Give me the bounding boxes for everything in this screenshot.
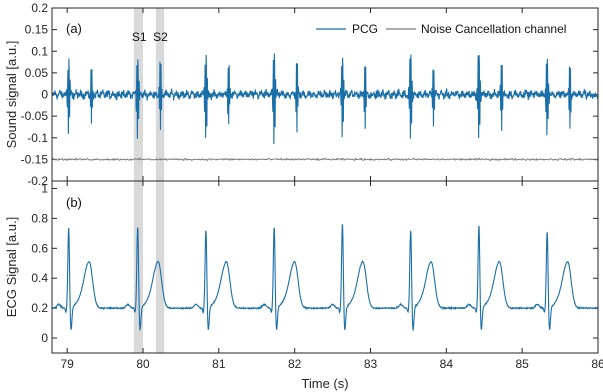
legend-noise-label: Noise Cancellation channel [421,22,566,36]
x-ticks: 79 80 81 82 83 84 85 86 [60,8,603,371]
s2-annotation: S2 [153,30,168,44]
x-axis-title: Time (s) [301,376,348,391]
x-tick-label: 85 [515,357,529,371]
y-tick-label: 0.15 [25,23,49,37]
panel-a: -0.2 -0.15 -0.1 -0.05 0 0.05 0.1 0.15 0.2 (a) S1… [4,1,599,188]
y-tick-label: 0.2 [31,301,48,315]
x-tick-label: 81 [212,357,226,371]
pcg-line [51,53,599,145]
y-tick-label: 0.05 [25,66,49,80]
x-tick-label: 83 [364,357,378,371]
y-axis-title-b: ECG Signal [a.u.] [4,217,19,317]
y-axis-title-a: Sound signal [a.u.] [4,41,19,149]
s1-annotation: S1 [132,30,147,44]
legend-pcg-label: PCG [352,22,378,36]
x-tick-label: 84 [440,357,454,371]
y-tick-label: -0.1 [27,131,48,145]
y-tick-label: -0.15 [21,152,49,166]
x-tick-label: 79 [60,357,74,371]
y-tick-label: 0.1 [31,44,48,58]
x-tick-label: 80 [136,357,150,371]
y-tick-label: 0.4 [31,271,48,285]
y-tick-label: -0.05 [21,109,49,123]
ecg-line [51,224,599,332]
y-tick-label: 0 [41,331,48,345]
noise-cancellation-line [51,157,599,162]
panel-a-label: (a) [66,21,82,36]
panel-b-label: (b) [66,195,82,210]
y-ticks-b: 0 0.2 0.4 0.6 0.8 1 [31,181,598,345]
panel-b-frame [51,180,599,354]
y-tick-label: -0.2 [27,174,48,188]
y-tick-label: 0.6 [31,241,48,255]
y-tick-label: 0.8 [31,211,48,225]
legend: PCG Noise Cancellation channel [316,22,566,36]
y-tick-label: 0 [41,88,48,102]
y-ticks-a: -0.2 -0.15 -0.1 -0.05 0 0.05 0.1 0.15 0.2 [21,1,598,188]
panel-b: 0 0.2 0.4 0.6 0.8 1 (b) 79 80 81 82 83 84 85 86 ECG … [4,8,603,391]
x-tick-label: 86 [591,357,603,371]
y-tick-label: 1 [41,181,48,195]
y-tick-label: 0.2 [31,1,48,15]
x-tick-label: 82 [288,357,302,371]
